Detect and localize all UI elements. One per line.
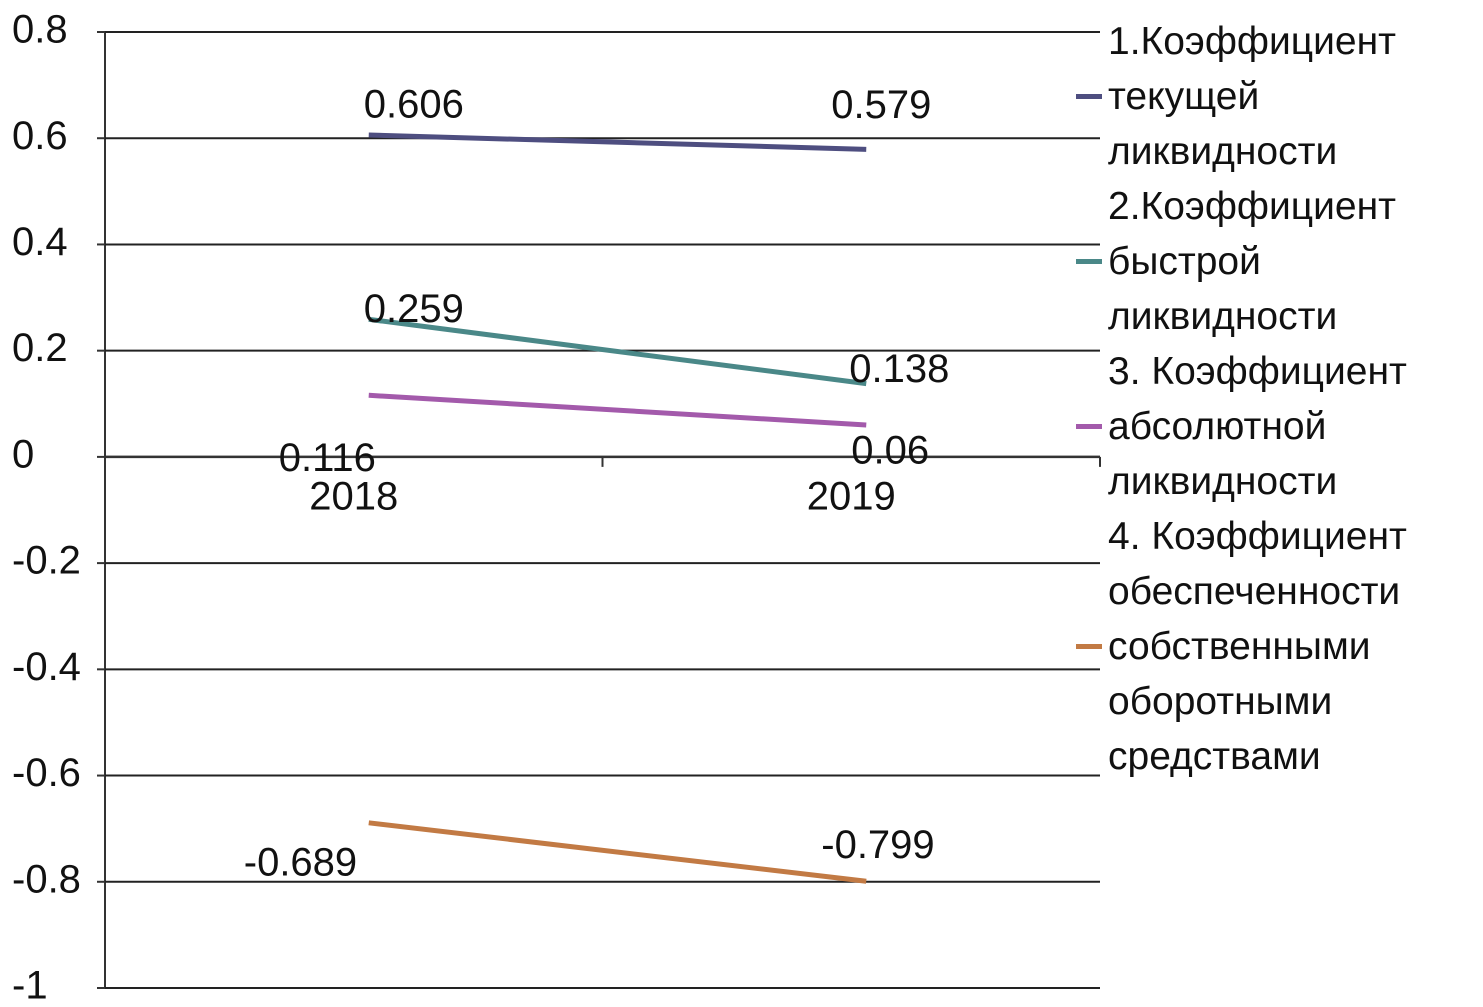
legend-label: 2.Коэффициент быстрой ликвидности <box>1108 185 1397 338</box>
y-tick-label: -0.8 <box>12 857 81 901</box>
y-tick-label: -0.2 <box>12 539 81 583</box>
y-tick-label: -0.6 <box>12 751 81 795</box>
x-tick-label: 2019 <box>807 474 896 518</box>
data-label: 0.138 <box>849 347 949 391</box>
legend-swatch <box>1076 424 1102 429</box>
legend-swatch <box>1076 94 1102 99</box>
legend-entry: 3. Коэффициент абсолютной ликвидности <box>1076 344 1483 509</box>
series-line <box>368 316 867 387</box>
legend-entry: 1.Коэффициент текущей ликвидности <box>1076 14 1483 179</box>
y-tick-label: 0.4 <box>12 220 68 264</box>
legend-entry: 2.Коэффициент быстрой ликвидности <box>1076 179 1483 344</box>
y-tick-label: -1 <box>12 964 48 1007</box>
y-tick-label: 0 <box>12 432 34 476</box>
legend: 1.Коэффициент текущей ликвидности 2.Коэфф… <box>1076 14 1483 784</box>
y-tick-label: 0.2 <box>12 326 68 370</box>
data-label: 0.06 <box>851 429 929 473</box>
series-line <box>368 820 867 884</box>
data-label: -0.689 <box>244 840 357 884</box>
legend-label: 1.Коэффициент текущей ликвидности <box>1108 20 1397 173</box>
data-label: -0.799 <box>821 823 934 867</box>
y-tick-label: 0.6 <box>12 114 68 158</box>
data-label: 0.116 <box>279 436 376 480</box>
legend-swatch <box>1076 259 1102 264</box>
legend-swatch <box>1076 644 1102 649</box>
x-tick-label: 2018 <box>309 474 398 518</box>
data-label: 0.579 <box>831 83 931 127</box>
data-label: 0.259 <box>364 287 464 331</box>
y-tick-label: 0.8 <box>12 8 68 52</box>
legend-entry: 4. Коэффициент обеспеченности собственны… <box>1076 509 1483 784</box>
legend-label: 3. Коэффициент абсолютной ликвидности <box>1108 350 1407 503</box>
series-line <box>368 132 867 152</box>
y-tick-label: -0.4 <box>12 645 81 689</box>
data-label: 0.606 <box>364 83 464 127</box>
legend-label: 4. Коэффициент обеспеченности собственны… <box>1108 515 1407 778</box>
series-line <box>368 392 867 428</box>
